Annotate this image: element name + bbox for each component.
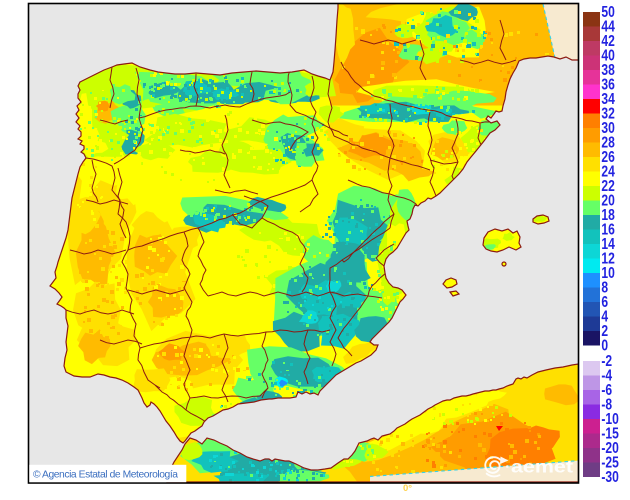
svg-text:-6: -6 — [601, 381, 612, 399]
svg-text:8: 8 — [601, 278, 608, 296]
svg-text:-20: -20 — [601, 439, 619, 457]
svg-text:14: 14 — [601, 235, 615, 253]
svg-text:-15: -15 — [601, 424, 619, 442]
svg-text:12: 12 — [601, 249, 615, 267]
svg-text:38: 38 — [601, 61, 615, 79]
svg-text:24: 24 — [601, 162, 615, 180]
svg-text:-2: -2 — [601, 352, 612, 370]
svg-text:20: 20 — [601, 191, 615, 209]
svg-text:36: 36 — [601, 75, 615, 93]
svg-text:10: 10 — [601, 264, 615, 282]
svg-text:16: 16 — [601, 220, 615, 238]
svg-text:26: 26 — [601, 148, 615, 166]
svg-text:2: 2 — [601, 322, 608, 340]
svg-text:22: 22 — [601, 177, 615, 195]
svg-text:30: 30 — [601, 119, 615, 137]
svg-text:6: 6 — [601, 293, 608, 311]
svg-text:-10: -10 — [601, 410, 619, 428]
svg-text:44: 44 — [601, 17, 615, 35]
svg-text:42: 42 — [601, 32, 615, 50]
svg-text:18: 18 — [601, 206, 615, 224]
svg-text:32: 32 — [601, 104, 615, 122]
svg-text:© Agencia Estatal de Meteorolo: © Agencia Estatal de Meteorología — [33, 470, 178, 481]
svg-text:-8: -8 — [601, 395, 612, 413]
svg-text:40: 40 — [601, 46, 615, 64]
svg-text:28: 28 — [601, 133, 615, 151]
svg-text:34: 34 — [601, 90, 615, 108]
svg-text:-4: -4 — [601, 366, 612, 384]
svg-text:0: 0 — [601, 336, 608, 354]
svg-text:aemet: aemet — [511, 456, 573, 476]
svg-text:50: 50 — [601, 3, 615, 21]
svg-text:-25: -25 — [601, 453, 619, 471]
svg-text:4: 4 — [601, 307, 608, 325]
svg-text:-30: -30 — [601, 468, 619, 486]
svg-text:0°: 0° — [403, 483, 412, 494]
